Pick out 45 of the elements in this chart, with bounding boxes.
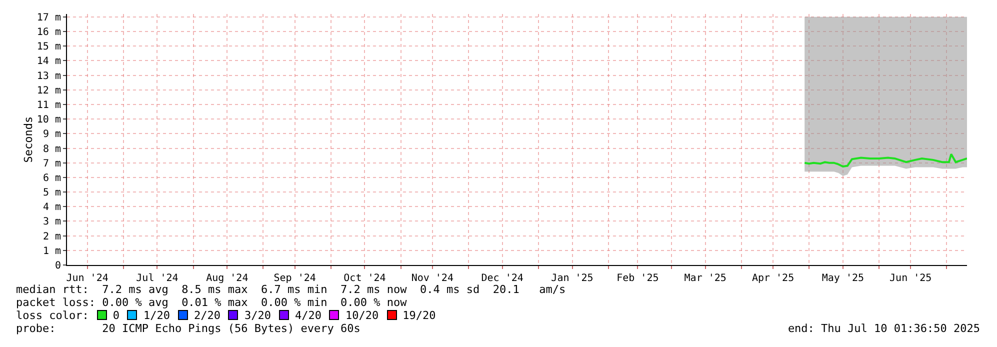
text: end: Thu Jul 10 01:36:50 2025 [788,322,980,335]
y-tick-label: 14 m [36,56,61,68]
y-tick-label: 6 m [42,172,61,184]
legend-label: 4/20 [294,309,322,322]
line-series [804,153,967,168]
x-tick-label: Oct '24 [344,273,386,284]
legend-label: 10/20 [345,309,379,322]
y-tick-label: 5 m [42,188,61,199]
x-tick-label: Feb '25 [616,273,659,284]
x-tick-label: Nov '24 [411,273,454,284]
text: packet loss: 0.00 % avg 0.01 % max 0.00 % min 0.00 % now [16,296,408,309]
y-tick-label: 0 [54,260,61,272]
y-tick-label: 9 m [42,129,61,140]
text: probe: 20 ICMP Echo Pings (56 Bytes) every 60s [16,322,360,335]
y-tick-label: 7 m [42,158,61,170]
x-tick-label: Mar '25 [684,273,726,284]
y-tick-label: 4 m [42,202,61,214]
x-tick-label: Apr '25 [752,273,794,284]
x-tick-label: Jun '25 [890,273,932,284]
x-tick-label: Jan '25 [551,273,594,284]
y-tick-label: 3 m [42,216,61,228]
legend-label: 0 [112,309,120,322]
legend-label: 3/20 [244,309,271,322]
x-tick-label: Aug '24 [206,273,248,284]
y-tick-label: 8 m [42,144,61,155]
y-tick-label: 17 m [36,12,61,24]
x-tick-label: Dec '24 [481,273,524,284]
legend-label: 1/20 [143,309,170,322]
y-axis-title: Seconds [22,116,35,163]
y-tick-label: 16 m [36,27,61,38]
y-tick-label: 2 m [42,231,61,242]
x-tick-label: Jul '24 [136,273,178,284]
y-tick-label: 10 m [36,114,61,126]
legend-title: loss color: [16,309,89,322]
x-tick-label: May '25 [822,273,864,284]
legend-label: 19/20 [402,309,436,322]
text: median rtt: 7.2 ms avg 8.5 ms max 6.7 ms min 7.2 ms now 0.4 ms sd 20.1 am/s [16,283,567,296]
x-tick-label: Sep '24 [274,273,316,284]
y-tick-label: 1 m [42,246,61,257]
legend-label: 2/20 [194,309,220,322]
y-tick-label: 11 m [36,100,61,111]
y-tick-label: 13 m [36,70,61,82]
y-tick-label: 12 m [36,85,61,96]
y-tick-label: 15 m [36,42,61,53]
x-tick-label: Jun '24 [66,273,108,284]
